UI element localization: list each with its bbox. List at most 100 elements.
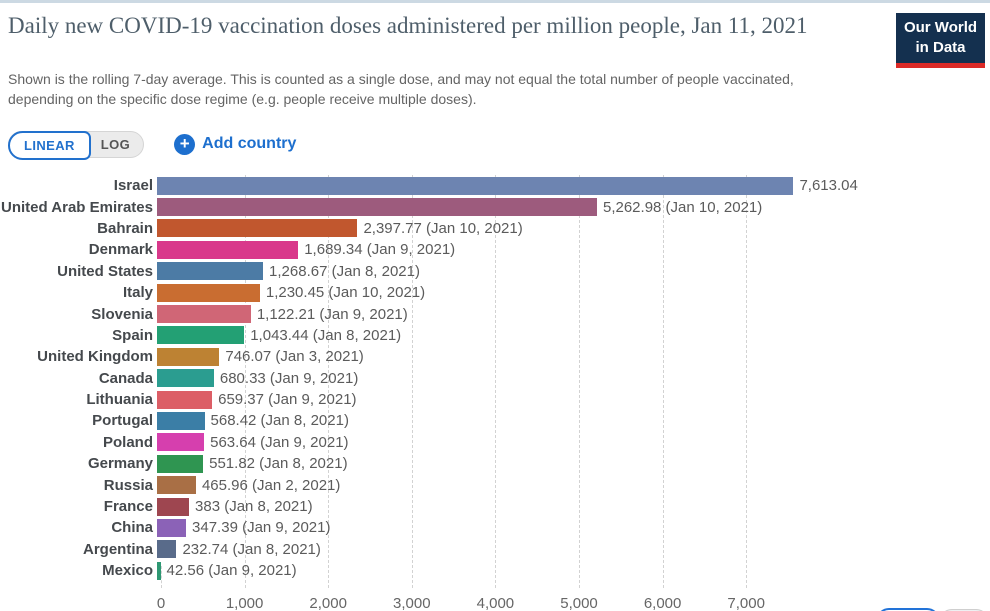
country-label[interactable]: Italy bbox=[122, 284, 153, 302]
country-label[interactable]: Israel bbox=[113, 177, 153, 195]
chart-subtitle: Shown is the rolling 7-day average. This… bbox=[8, 71, 794, 108]
bar-row[interactable]: Poland 563.64 (Jan 9, 2021) bbox=[0, 432, 990, 453]
country-label[interactable]: Bahrain bbox=[97, 219, 153, 237]
bar-row[interactable]: Lithuania 659.37 (Jan 9, 2021) bbox=[0, 389, 990, 410]
x-axis-tick-label: 3,000 bbox=[393, 595, 431, 611]
bar-row[interactable]: Argentina 232.74 (Jan 8, 2021) bbox=[0, 539, 990, 560]
bar-value-label: 568.42 (Jan 8, 2021) bbox=[210, 412, 349, 430]
x-axis-tick-label: 7,000 bbox=[727, 595, 765, 611]
gridlines bbox=[161, 175, 990, 588]
linear-toggle-button[interactable]: LINEAR bbox=[8, 130, 91, 160]
bar[interactable] bbox=[157, 240, 299, 259]
country-label[interactable]: Lithuania bbox=[86, 391, 153, 409]
country-label[interactable]: United Arab Emirates bbox=[1, 198, 153, 216]
owid-logo-line2: in Data bbox=[915, 38, 966, 56]
country-label[interactable]: China bbox=[111, 519, 153, 537]
country-label[interactable]: Spain bbox=[112, 326, 153, 344]
bar-row[interactable]: France 383 (Jan 8, 2021) bbox=[0, 496, 990, 517]
bar-row[interactable]: Denmark 1,689.34 (Jan 9, 2021) bbox=[0, 239, 990, 260]
scale-toggle: LINEAR LOG bbox=[8, 130, 145, 160]
add-country-label: Add country bbox=[202, 135, 297, 152]
bar-row[interactable]: United Arab Emirates 5,262.98 (Jan 10, 20… bbox=[0, 196, 990, 217]
country-label[interactable]: France bbox=[103, 498, 153, 516]
bar-row[interactable]: Spain 1,043.44 (Jan 8, 2021) bbox=[0, 325, 990, 346]
bar-value-label: 1,689.34 (Jan 9, 2021) bbox=[304, 241, 456, 259]
bar-row[interactable]: United Kingdom 746.07 (Jan 3, 2021) bbox=[0, 346, 990, 367]
country-label[interactable]: United States bbox=[57, 262, 153, 280]
bar-row[interactable]: Portugal 568.42 (Jan 8, 2021) bbox=[0, 410, 990, 431]
bar-row[interactable]: Mexico 42.56 (Jan 9, 2021) bbox=[0, 560, 990, 581]
bar-row[interactable]: Italy 1,230.45 (Jan 10, 2021) bbox=[0, 282, 990, 303]
bar[interactable] bbox=[157, 561, 161, 580]
bar-chart: Israel 7,613.04 United Arab Emirates 5,262.… bbox=[0, 175, 990, 611]
bar[interactable] bbox=[157, 369, 214, 388]
log-toggle-button[interactable]: LOG bbox=[100, 136, 131, 152]
country-label[interactable]: Denmark bbox=[88, 241, 153, 259]
bar-row[interactable]: United States 1,268.67 (Jan 8, 2021) bbox=[0, 261, 990, 282]
page-title: Daily new COVID-19 vaccination doses adm… bbox=[8, 13, 808, 38]
bar-value-label: 1,122.21 (Jan 9, 2021) bbox=[256, 305, 408, 323]
bar-value-label: 1,268.67 (Jan 8, 2021) bbox=[269, 262, 420, 280]
bar[interactable] bbox=[157, 411, 205, 430]
gridline bbox=[579, 175, 580, 588]
chart-controls: LINEAR LOG + Add country bbox=[8, 130, 297, 160]
bar[interactable] bbox=[157, 497, 190, 516]
bar-row[interactable]: Slovenia 1,122.21 (Jan 9, 2021) bbox=[0, 303, 990, 324]
bar[interactable] bbox=[157, 198, 597, 217]
bar[interactable] bbox=[157, 540, 177, 559]
bar-value-label: 1,043.44 (Jan 8, 2021) bbox=[250, 326, 402, 344]
bar-value-label: 680.33 (Jan 9, 2021) bbox=[219, 369, 359, 387]
bar-value-label: 551.82 (Jan 8, 2021) bbox=[209, 455, 348, 473]
country-label[interactable]: Mexico bbox=[102, 562, 153, 580]
bar[interactable] bbox=[157, 176, 794, 195]
x-axis-tick-label: 5,000 bbox=[560, 595, 598, 611]
bar-value-label: 42.56 (Jan 9, 2021) bbox=[166, 562, 297, 580]
bar-row[interactable]: Germany 551.82 (Jan 8, 2021) bbox=[0, 453, 990, 474]
bar[interactable] bbox=[157, 262, 264, 281]
bar-value-label: 1,230.45 (Jan 10, 2021) bbox=[265, 284, 426, 302]
bar-value-label: 347.39 (Jan 9, 2021) bbox=[192, 519, 331, 537]
bar[interactable] bbox=[157, 305, 251, 324]
bar[interactable] bbox=[157, 326, 245, 345]
bar-rows: Israel 7,613.04 United Arab Emirates 5,262.… bbox=[0, 175, 990, 581]
owid-logo[interactable]: Our World in Data bbox=[896, 13, 985, 68]
bar-row[interactable]: Israel 7,613.04 bbox=[0, 175, 990, 196]
gridline bbox=[495, 175, 497, 588]
bar-value-label: 5,262.98 (Jan 10, 2021) bbox=[602, 198, 763, 216]
plus-icon: + bbox=[174, 133, 196, 155]
country-label[interactable]: Canada bbox=[98, 369, 153, 387]
x-axis-tick-label: 0 bbox=[156, 595, 166, 611]
country-label[interactable]: United Kingdom bbox=[37, 348, 153, 366]
bar[interactable] bbox=[157, 283, 260, 302]
bar[interactable] bbox=[157, 476, 196, 495]
country-label[interactable]: Portugal bbox=[92, 412, 153, 430]
bar-row[interactable]: Russia 465.96 (Jan 2, 2021) bbox=[0, 474, 990, 495]
gridline bbox=[746, 175, 748, 588]
bar[interactable] bbox=[157, 518, 187, 537]
x-axis-tick-label: 4,000 bbox=[476, 595, 515, 611]
gridline bbox=[161, 566, 162, 588]
bar[interactable] bbox=[157, 219, 358, 238]
bar-value-label: 7,613.04 bbox=[799, 177, 858, 195]
bar[interactable] bbox=[157, 433, 205, 452]
country-label[interactable]: Germany bbox=[87, 455, 153, 473]
gridline bbox=[244, 175, 246, 588]
add-country-button[interactable]: + Add country bbox=[174, 133, 297, 155]
bar-value-label: 746.07 (Jan 3, 2021) bbox=[225, 348, 364, 366]
bar[interactable] bbox=[157, 454, 204, 473]
bar-row[interactable]: China 347.39 (Jan 9, 2021) bbox=[0, 517, 990, 538]
gridline bbox=[411, 175, 413, 588]
bar-value-label: 2,397.77 (Jan 10, 2021) bbox=[363, 219, 523, 237]
bar-value-label: 383 (Jan 8, 2021) bbox=[195, 498, 313, 516]
country-label[interactable]: Russia bbox=[103, 476, 153, 494]
bar-value-label: 232.74 (Jan 8, 2021) bbox=[182, 540, 321, 558]
country-label[interactable]: Argentina bbox=[82, 540, 153, 558]
bar-row[interactable]: Bahrain 2,397.77 (Jan 10, 2021) bbox=[0, 218, 990, 239]
bar[interactable] bbox=[157, 347, 220, 366]
country-label[interactable]: Poland bbox=[102, 433, 153, 451]
country-label[interactable]: Slovenia bbox=[91, 305, 153, 323]
x-axis-tick-label: 6,000 bbox=[643, 595, 682, 611]
bar[interactable] bbox=[157, 390, 213, 409]
bar-row[interactable]: Canada 680.33 (Jan 9, 2021) bbox=[0, 368, 990, 389]
